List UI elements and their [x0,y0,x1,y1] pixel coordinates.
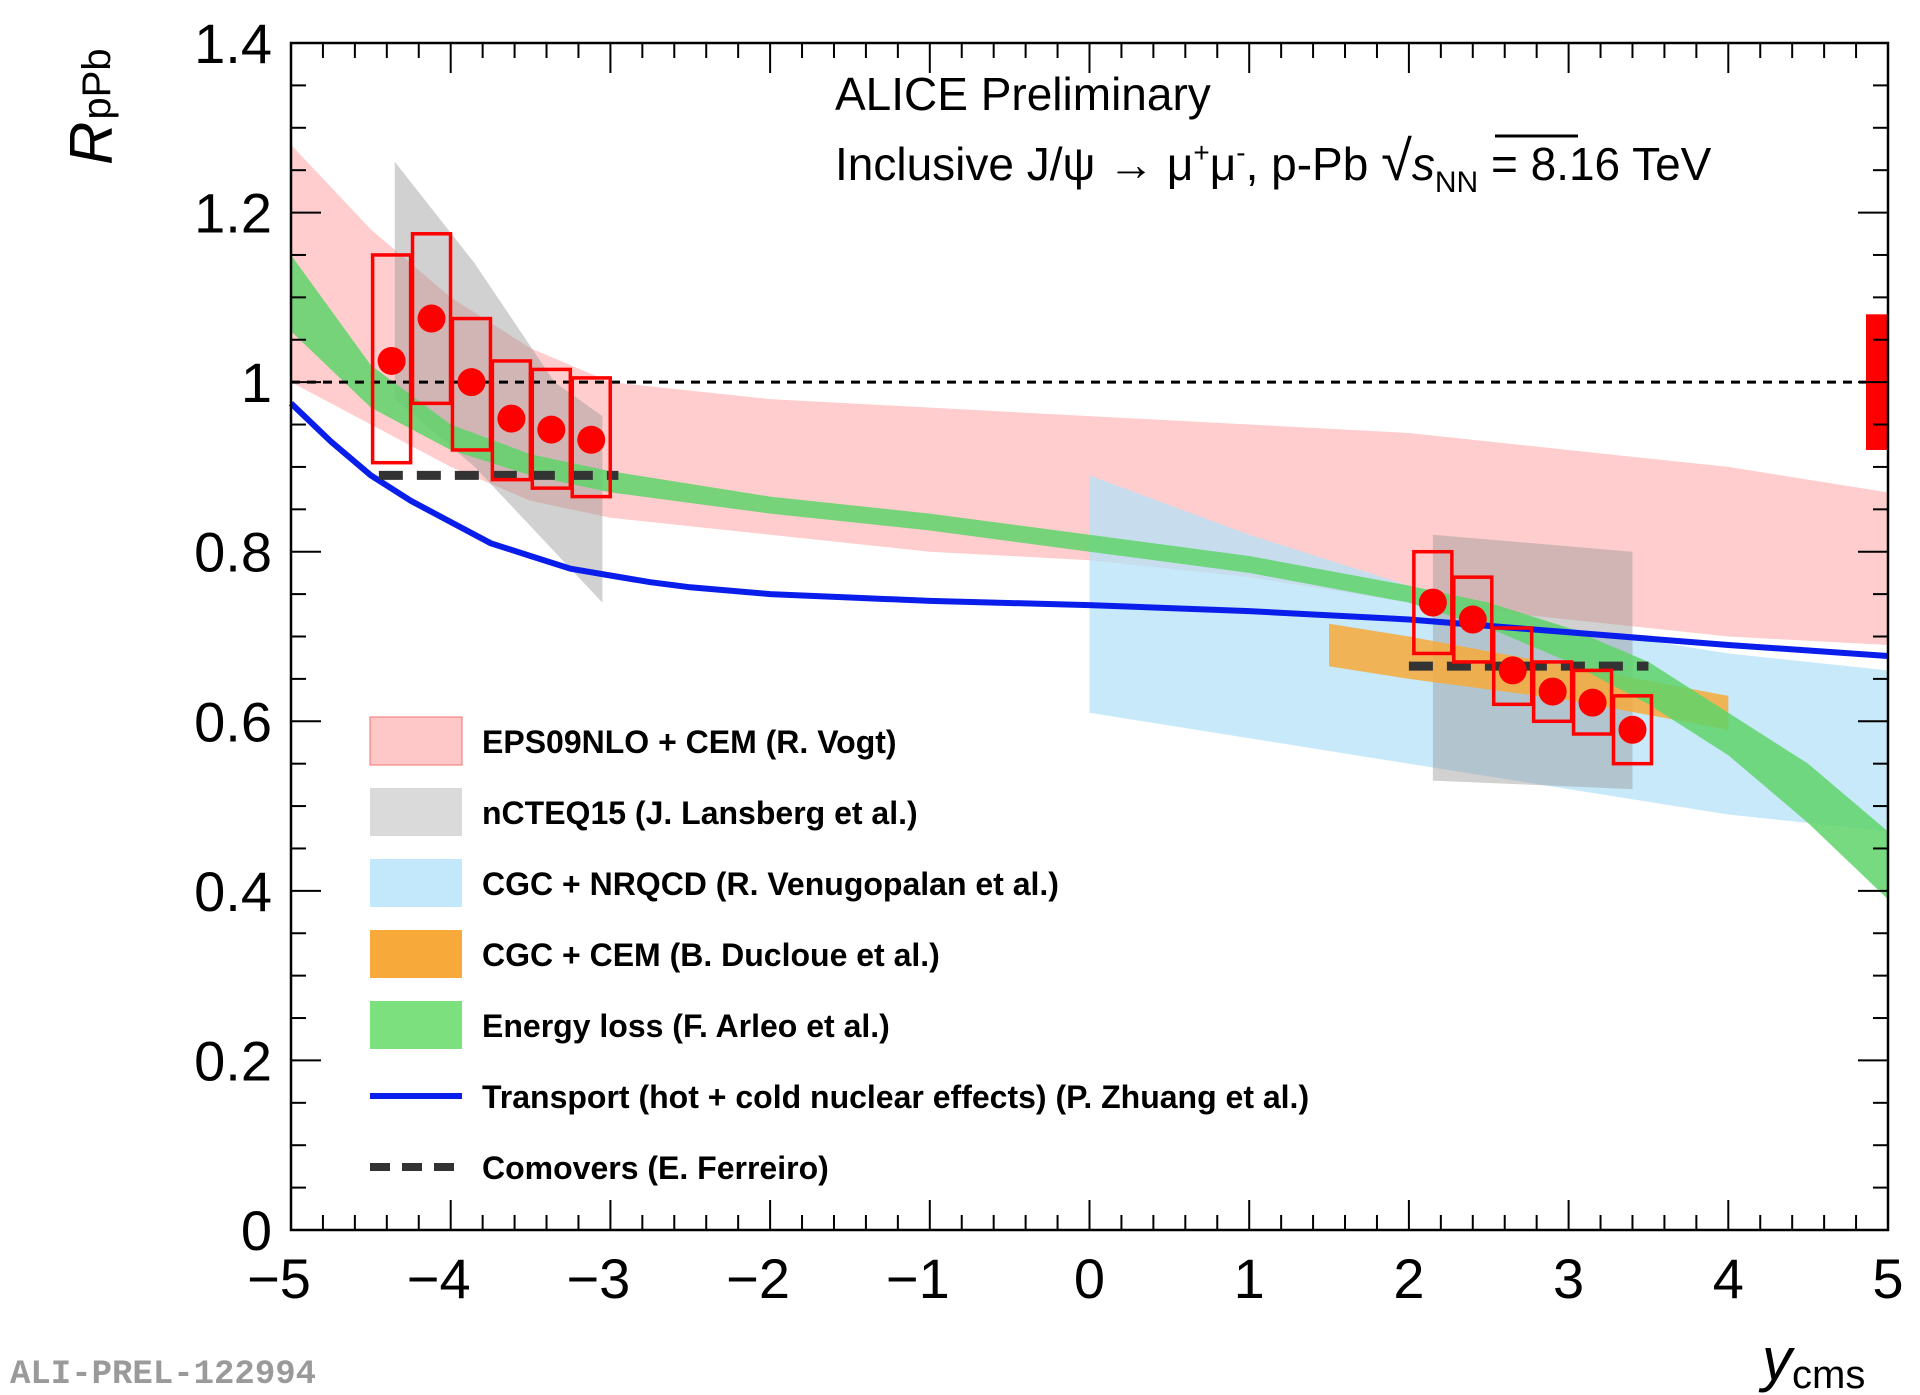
watermark: ALI-PREL-122994 [10,1356,316,1394]
legend-swatch [370,788,462,836]
data-point [1578,688,1607,717]
x-tick-label: 5 [1872,1247,1903,1310]
subtitle-prefix: Inclusive J/ψ → μ [835,138,1193,190]
data-sys-box [1452,575,1494,664]
y-tick-label: 0.4 [194,860,272,923]
axes: −5 −4 −3 −2 −1 0 1 2 3 4 5 0 0.2 0.4 0.6 0.8 1 1.2 1.4 [194,12,1903,1310]
x-tick-label: 4 [1713,1247,1744,1310]
data-points [370,232,1654,766]
band-eps09nlo-0 [291,144,1888,645]
y-tick-label: 0.6 [194,690,272,753]
y-axis-label-main: R [58,122,125,165]
data-sys-box [1412,549,1454,656]
legend: EPS09NLO + CEM (R. Vogt) nCTEQ15 (J. Lans… [369,716,1309,1186]
data-point [497,404,526,433]
x-tick-label: −1 [886,1247,950,1310]
x-tick-label: 0 [1074,1247,1105,1310]
sqrt-symbol: √ [1381,129,1412,192]
legend-label: nCTEQ15 (J. Lansberg et al.) [482,795,918,831]
x-tick-label: −5 [247,1247,311,1310]
chart-title: ALICE Preliminary [835,68,1211,120]
transport-curve [288,401,1889,659]
data-point [1538,677,1567,706]
x-axis-label-main: y [1758,1326,1796,1393]
data-sys-box [1491,626,1534,707]
x-tick-label: 3 [1553,1247,1584,1310]
subtitle-plus: + [1193,137,1209,168]
legend-swatch [370,859,462,907]
data-point [1498,656,1527,685]
data-sys-box [570,376,612,499]
x-tick-label: −2 [726,1247,790,1310]
subtitle-suffix: , p-Pb [1246,138,1382,190]
sqrt-s: s [1412,138,1435,190]
data-sys-box [410,232,453,406]
legend-label: CGC + CEM (B. Ducloue et al.) [482,937,940,973]
subtitle-mu: μ [1210,138,1237,190]
data-point [1618,715,1647,744]
data-point [537,415,566,444]
data-point [1418,588,1447,617]
legend-label: EPS09NLO + CEM (R. Vogt) [482,724,897,760]
data-sys-box [1611,694,1654,766]
y-tick-label: 0.8 [194,521,272,584]
legend-label: Transport (hot + cold nuclear effects) (… [482,1079,1309,1115]
data-sys-box [530,367,573,490]
y-tick-label: 0.2 [194,1029,272,1092]
y-axis-label-sub: pPb [75,48,119,119]
x-tick-label: 1 [1234,1247,1265,1310]
data-sys-box [1531,660,1574,724]
data-sys-box [370,253,413,465]
y-tick-label: 1.2 [194,182,272,245]
sqrt-s-sub: NN [1435,166,1478,199]
legend-label: CGC + NRQCD (R. Venugopalan et al.) [482,866,1059,902]
data-point [417,304,446,333]
legend-label: Energy loss (F. Arleo et al.) [482,1008,890,1044]
x-tick-label: 2 [1393,1247,1424,1310]
data-point [577,425,606,454]
y-axis-label: RpPb [58,48,125,165]
data-point [377,346,406,375]
data-sys-box [450,316,493,452]
x-axis-label: ycms [1758,1326,1865,1395]
x-tick-label: −4 [407,1247,471,1310]
subtitle-minus: - [1236,137,1245,168]
legend-swatch [370,1001,462,1049]
legend-swatch [370,930,462,978]
data-sys-box [490,359,533,482]
data-point [457,368,486,397]
band-cgc-0 [1329,623,1729,730]
data-point [1458,605,1487,634]
chart-subtitle: Inclusive J/ψ → μ+μ-, p-Pb √sNN = 8.16 T… [835,129,1712,199]
y-tick-label: 1.4 [194,12,272,75]
y-tick-label: 1 [241,351,272,414]
band-ncteq15-0 [394,161,603,603]
y-tick-label: 0 [241,1199,272,1262]
x-tick-label: −3 [566,1247,630,1310]
subtitle-energy: = 8.16 TeV [1478,138,1711,190]
model-bands [291,144,1888,900]
legend-label: Comovers (E. Ferreiro) [482,1150,829,1186]
data-sys-box [1571,668,1614,736]
x-axis-label-sub: cms [1792,1353,1865,1395]
legend-swatch [369,716,463,766]
